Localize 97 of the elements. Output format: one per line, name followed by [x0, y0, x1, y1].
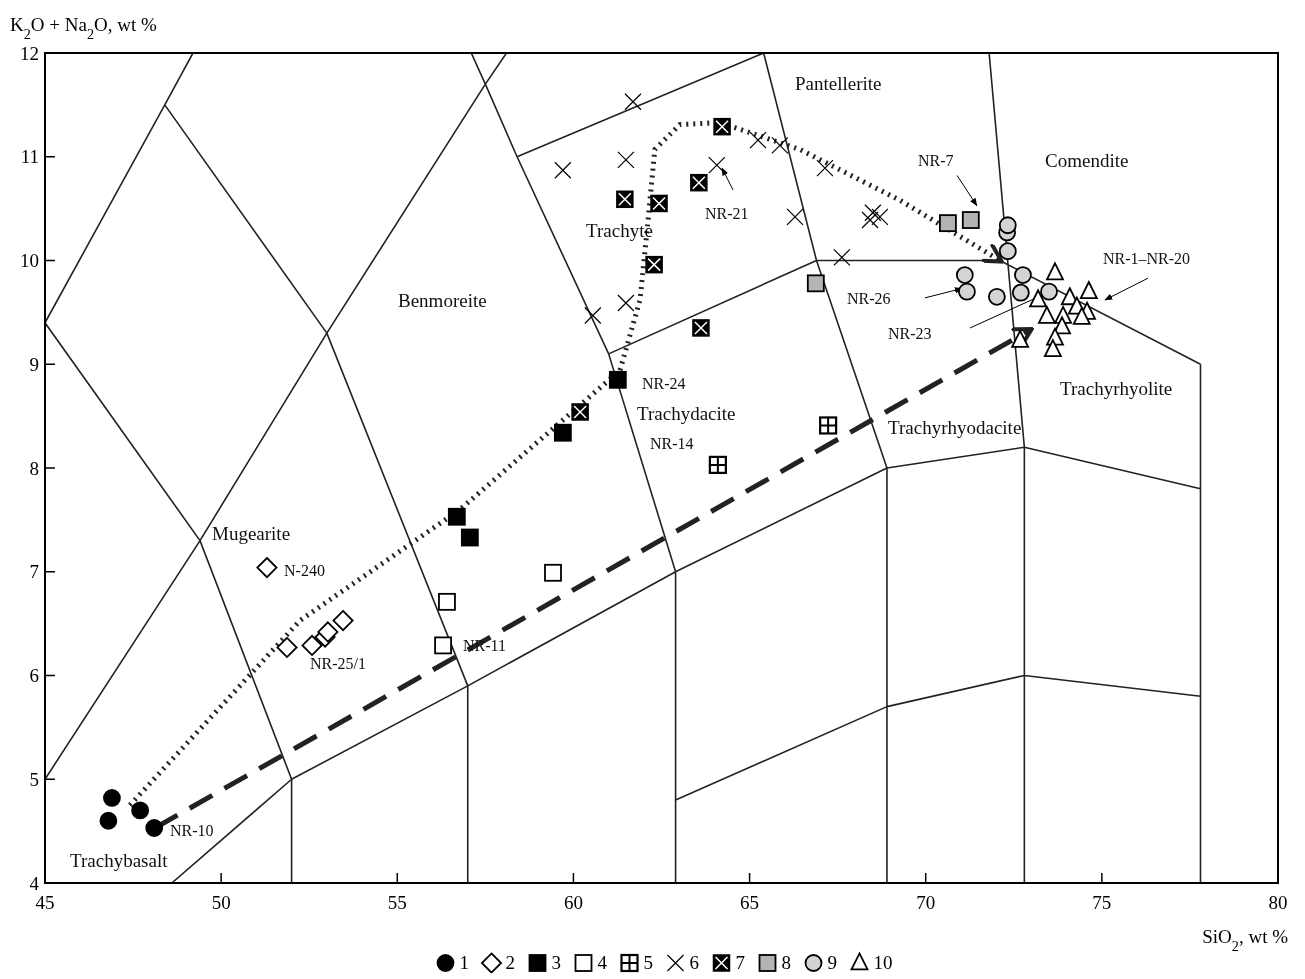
point	[958, 282, 976, 301]
annotation: Trachyrhyolite	[1060, 377, 1173, 399]
point	[332, 610, 354, 632]
point	[1011, 329, 1030, 348]
point	[103, 789, 121, 807]
annotation: NR-25/1	[310, 654, 366, 672]
annotation: Trachyrhyodacite	[888, 416, 1022, 438]
y-tick-label: 7	[29, 561, 39, 583]
point	[276, 636, 298, 658]
legend-label: 3	[551, 952, 561, 973]
annotation: NR-10	[170, 821, 214, 839]
point	[806, 274, 825, 293]
point	[987, 287, 1006, 306]
annotation: NR-14	[650, 434, 694, 452]
x-tick-label: 75	[1092, 892, 1112, 913]
point	[1079, 281, 1098, 299]
point	[1043, 339, 1062, 358]
legend-label: 10	[873, 952, 893, 973]
legend-label: 1	[459, 952, 469, 973]
annotation: Trachyte	[586, 219, 653, 241]
point	[434, 636, 452, 655]
point	[145, 819, 164, 837]
y-tick-label: 11	[20, 146, 39, 168]
point	[99, 811, 118, 830]
point	[301, 634, 323, 656]
y-tick-label: 9	[29, 353, 39, 375]
x-tick-label: 45	[35, 892, 55, 913]
x-tick-label: 60	[563, 892, 583, 913]
x-tick-label: 70	[916, 892, 936, 913]
point	[749, 131, 767, 149]
point	[447, 507, 466, 526]
point	[544, 563, 562, 582]
annotation: Pantellerite	[795, 72, 882, 94]
point	[1072, 307, 1091, 325]
y-tick-label: 12	[20, 42, 39, 64]
point	[1038, 306, 1056, 324]
annotation: NR-26	[847, 289, 891, 307]
legend-label: 2	[505, 952, 515, 973]
legend-label: 6	[689, 952, 699, 973]
annotation: Comendite	[1045, 149, 1129, 171]
point	[1040, 282, 1058, 301]
y-axis-title: K$_{2}$O + Na$_{2}$O, wt %	[10, 14, 158, 42]
annotation: NR-24	[642, 374, 686, 392]
point	[1053, 316, 1071, 335]
annotation: NR-23	[888, 324, 932, 342]
annotation: N-240	[284, 561, 325, 579]
point	[1029, 289, 1047, 308]
legend-label: 7	[735, 952, 745, 973]
point	[864, 204, 882, 222]
x-tick-label: 80	[1268, 892, 1288, 913]
point	[1014, 266, 1032, 284]
point	[786, 208, 804, 226]
y-tick-label: 8	[29, 457, 39, 479]
point	[998, 242, 1017, 261]
point	[256, 557, 278, 579]
point	[861, 211, 879, 229]
annotation: NR-7	[918, 151, 954, 169]
point	[1011, 283, 1030, 302]
annotation: Benmoreite	[398, 289, 487, 311]
annotation: Trachybasalt	[70, 849, 169, 871]
x-tick-label: 50	[211, 892, 231, 913]
point	[955, 266, 974, 284]
point	[554, 161, 572, 179]
legend-label: 5	[643, 952, 653, 973]
point	[460, 528, 479, 547]
point	[438, 592, 456, 611]
legend-label: 8	[781, 952, 791, 973]
annotation: NR-1–NR-20	[1103, 249, 1191, 267]
point	[833, 248, 851, 266]
point	[1046, 262, 1064, 281]
point	[617, 151, 635, 169]
y-tick-label: 10	[20, 250, 39, 272]
legend-label: 4	[597, 952, 608, 973]
annotation: Trachydacite	[637, 402, 736, 424]
point	[553, 423, 572, 442]
point	[708, 156, 726, 174]
y-tick-label: 6	[29, 665, 39, 687]
y-tick-label: 5	[29, 768, 39, 790]
point	[608, 370, 627, 389]
point	[131, 801, 150, 820]
point	[317, 621, 339, 643]
annotation: Mugearite	[212, 522, 291, 544]
point	[998, 216, 1017, 235]
x-tick-label: 55	[387, 892, 407, 913]
point	[816, 159, 834, 177]
point	[617, 294, 635, 312]
annotation: NR-21	[705, 204, 749, 222]
x-tick-label: 65	[740, 892, 760, 913]
point	[584, 306, 602, 325]
legend-label: 9	[827, 952, 837, 973]
y-tick-label: 4	[29, 872, 40, 894]
point	[624, 93, 642, 111]
point	[771, 136, 789, 154]
point	[871, 208, 889, 226]
point	[961, 211, 980, 229]
x-axis-title: SiO$_{2}$, wt %	[1202, 926, 1289, 954]
point	[939, 214, 957, 233]
